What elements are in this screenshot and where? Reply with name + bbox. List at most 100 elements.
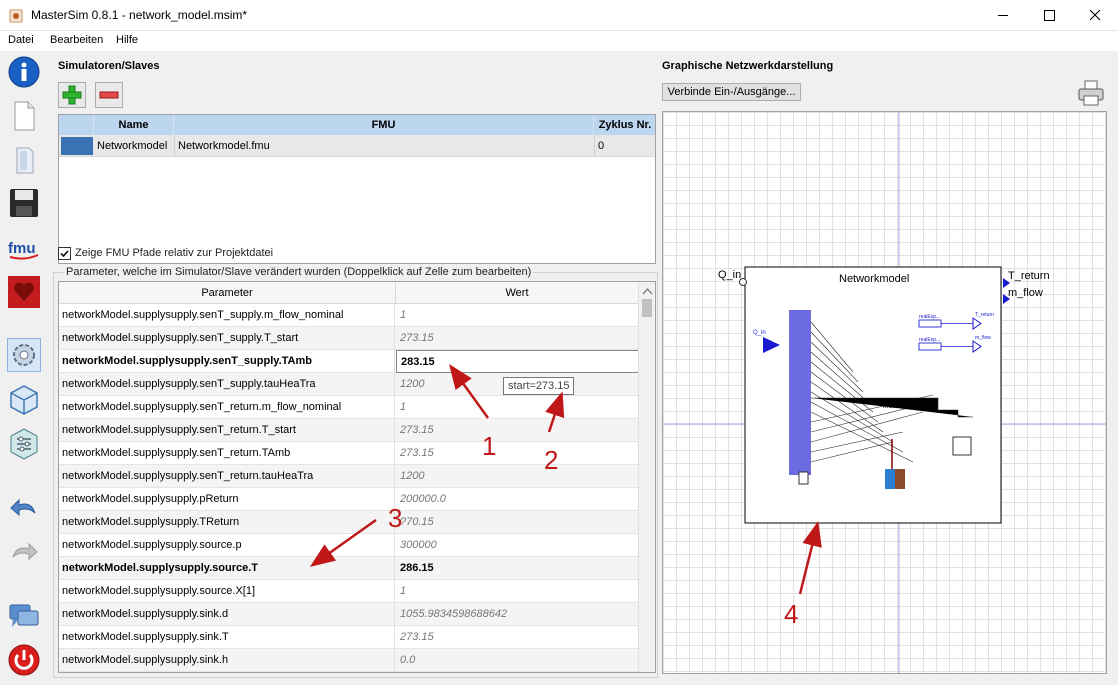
parameter-row[interactable]: networkModel.supplysupply.senT_return.TA…	[59, 442, 639, 465]
plus-icon	[62, 85, 82, 105]
m-flow-port[interactable]	[1003, 294, 1010, 304]
header-cycle[interactable]: Zyklus Nr.	[594, 115, 655, 135]
network-diagram: Networkmodel Q_in T_return m_flow Q_in i…	[663, 112, 1106, 673]
parameter-value[interactable]: 273.15	[400, 631, 434, 643]
header-color[interactable]	[59, 115, 94, 135]
parameter-value[interactable]: 283.15	[396, 350, 639, 373]
q-in-inner-port	[763, 337, 780, 353]
parameter-value[interactable]: 1	[400, 309, 407, 321]
parameter-value[interactable]: 1	[400, 585, 407, 597]
save-icon[interactable]	[7, 186, 41, 220]
parameter-row[interactable]: networkModel.supplysupply.senT_supply.TA…	[59, 350, 639, 373]
parameter-value[interactable]: 1055.9834598688642	[400, 608, 508, 620]
cube-icon[interactable]	[7, 383, 41, 417]
undo-icon[interactable]	[7, 491, 41, 525]
parameter-name[interactable]: networkModel.supplysupply.sink.d	[59, 603, 395, 626]
parameter-name[interactable]: networkModel.supplysupply.senT_supply.ta…	[59, 373, 395, 396]
parameter-row[interactable]: networkModel.supplysupply.sink.T 273.15	[59, 626, 639, 649]
maximize-button[interactable]	[1026, 0, 1072, 31]
minimize-button[interactable]	[980, 0, 1026, 31]
relative-paths-label[interactable]: Zeige FMU Pfade relativ zur Projektdatei	[75, 247, 274, 259]
menu-hilfe[interactable]: Hilfe	[116, 34, 139, 46]
relative-paths-checkbox[interactable]	[58, 247, 71, 260]
parameter-row[interactable]: networkModel.supplysupply.pReturn 200000.…	[59, 488, 639, 511]
fmu-icon[interactable]: fmu	[7, 231, 41, 265]
parameter-name[interactable]: networkModel.supplysupply.source.X[1]	[59, 580, 395, 603]
slave-name[interactable]: Networkmodel	[97, 140, 168, 152]
info-icon[interactable]	[7, 55, 41, 89]
parameter-row[interactable]: networkModel.supplysupply.senT_return.T_…	[59, 419, 639, 442]
parameter-row[interactable]: networkModel.supplysupply.TReturn ?70.15	[59, 511, 639, 534]
parameter-row[interactable]: networkModel.supplysupply.source.p 300000	[59, 534, 639, 557]
parameter-value[interactable]: ?70.15	[400, 516, 434, 528]
parameter-row[interactable]: networkModel.supplysupply.senT_supply.m_…	[59, 304, 639, 327]
parameter-value[interactable]: 286.15	[400, 562, 434, 574]
parameter-value[interactable]: 273.15	[400, 424, 434, 436]
parameter-name[interactable]: networkModel.supplysupply.source.T	[59, 557, 395, 580]
parameter-name[interactable]: networkModel.supplysupply.senT_return.TA…	[59, 442, 395, 465]
power-icon[interactable]	[7, 643, 41, 677]
parameter-row[interactable]: networkModel.supplysupply.senT_supply.T_…	[59, 327, 639, 350]
heart-icon[interactable]	[7, 275, 41, 309]
print-button[interactable]	[1076, 79, 1106, 107]
header-parameter[interactable]: Parameter	[59, 282, 396, 304]
parameter-row[interactable]: networkModel.supplysupply.sink.d 1055.983…	[59, 603, 639, 626]
menu-datei[interactable]: Datei	[8, 34, 34, 46]
parameter-name[interactable]: networkModel.supplysupply.senT_return.ta…	[59, 465, 395, 488]
simulators-title: Simulatoren/Slaves	[58, 60, 160, 72]
new-file-icon[interactable]	[7, 99, 41, 133]
header-fmu[interactable]: FMU	[174, 115, 594, 135]
parameter-value[interactable]: 300000	[400, 539, 437, 551]
q-in-port[interactable]	[739, 278, 747, 286]
parameter-value[interactable]: 273.15	[400, 447, 434, 459]
settings-tab[interactable]	[7, 338, 41, 372]
parameter-row[interactable]: networkModel.supplysupply.sink.h 0.0	[59, 649, 639, 672]
parameter-name[interactable]: networkModel.supplysupply.senT_supply.TA…	[59, 350, 395, 373]
parameter-name[interactable]: networkModel.supplysupply.pReturn	[59, 488, 395, 511]
scrollbar-thumb[interactable]	[642, 299, 652, 317]
redo-icon[interactable]	[7, 535, 41, 569]
vertical-scrollbar[interactable]	[638, 282, 655, 672]
sliders-icon[interactable]	[7, 427, 41, 461]
inner-inc-label: inc...	[883, 403, 898, 410]
remove-slave-button[interactable]	[95, 82, 123, 108]
m-flow-label: m_flow	[1008, 287, 1043, 299]
parameter-value[interactable]: 1	[400, 401, 407, 413]
slave-cycle[interactable]: 0	[594, 135, 655, 157]
parameter-name[interactable]: networkModel.supplysupply.TReturn	[59, 511, 395, 534]
connect-io-button[interactable]: Verbinde Ein-/Ausgänge...	[662, 83, 801, 101]
slave-color-swatch[interactable]	[61, 137, 93, 155]
chat-icon[interactable]	[7, 599, 41, 633]
parameter-value[interactable]: 1200	[400, 378, 425, 390]
parameter-name[interactable]: networkModel.supplysupply.sink.T	[59, 626, 395, 649]
parameter-name[interactable]: networkModel.supplysupply.senT_supply.m_…	[59, 304, 395, 327]
parameter-row[interactable]: networkModel.supplysupply.senT_return.ta…	[59, 465, 639, 488]
header-name[interactable]: Name	[94, 115, 174, 135]
menu-bearbeiten[interactable]: Bearbeiten	[50, 34, 104, 46]
open-file-icon[interactable]	[7, 143, 41, 177]
network-canvas[interactable]: Networkmodel Q_in T_return m_flow Q_in i…	[662, 111, 1107, 674]
parameter-value[interactable]: 1200	[400, 470, 425, 482]
networkmodel-block[interactable]	[739, 266, 1011, 524]
add-slave-button[interactable]	[58, 82, 86, 108]
checkmark-icon	[60, 250, 69, 258]
table-row[interactable]: Networkmodel Networkmodel.fmu 0	[59, 135, 655, 157]
parameter-value[interactable]: 200000.0	[400, 493, 446, 505]
t-return-port[interactable]	[1003, 278, 1010, 288]
parameter-name[interactable]: networkModel.supplysupply.sink.h	[59, 649, 395, 672]
parameter-name[interactable]: networkModel.supplysupply.senT_return.T_…	[59, 419, 395, 442]
parameter-row[interactable]: networkModel.supplysupply.source.X[1] 1	[59, 580, 639, 603]
header-value[interactable]: Wert	[396, 282, 639, 304]
q-in-label: Q_in	[718, 269, 741, 281]
parameter-row[interactable]: networkModel.supplysupply.source.T 286.15	[59, 557, 639, 580]
parameter-name[interactable]: networkModel.supplysupply.senT_supply.T_…	[59, 327, 395, 350]
parameter-name[interactable]: networkModel.supplysupply.source.p	[59, 534, 395, 557]
parameter-value[interactable]: 273.15	[400, 332, 434, 344]
slave-fmu[interactable]: Networkmodel.fmu	[174, 135, 594, 157]
parameter-row[interactable]: networkModel.supplysupply.senT_return.m_…	[59, 396, 639, 419]
close-button[interactable]	[1072, 0, 1118, 31]
minimize-icon	[998, 15, 1008, 16]
parameter-row[interactable]: networkModel.supplysupply.senT_supply.ta…	[59, 373, 639, 396]
parameter-name[interactable]: networkModel.supplysupply.senT_return.m_…	[59, 396, 395, 419]
parameter-value[interactable]: 0.0	[400, 654, 416, 666]
